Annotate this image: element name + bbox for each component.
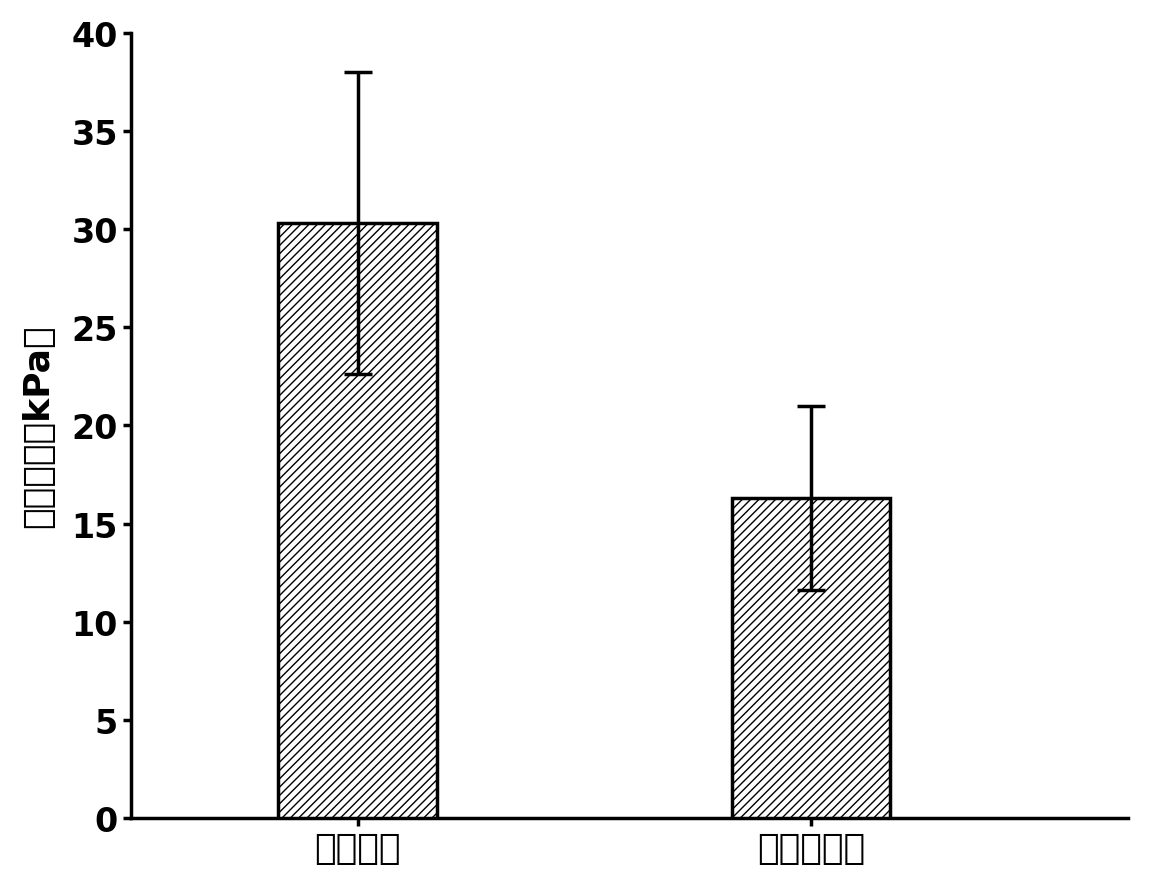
Y-axis label: 粘连强度（kPa）: 粘连强度（kPa） [21,324,55,528]
Bar [278,224,437,818]
Bar [732,499,890,818]
